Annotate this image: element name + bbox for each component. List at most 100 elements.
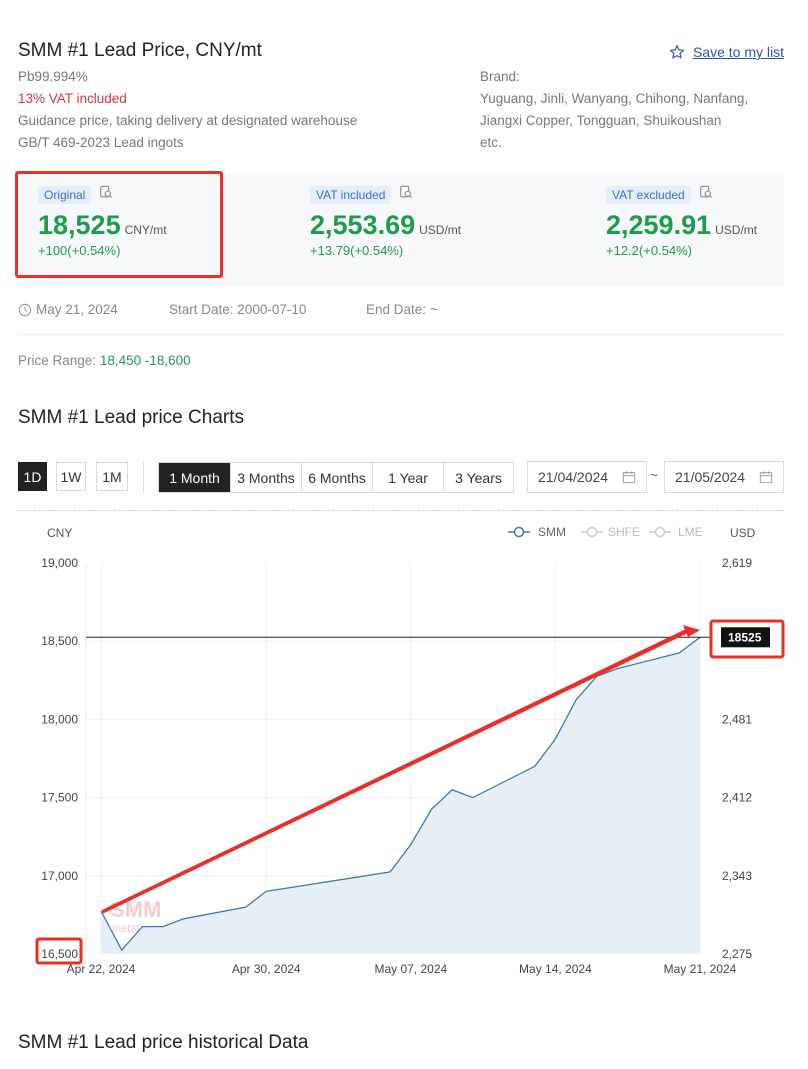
date-range-separator: ~ [650,467,659,483]
page-title: SMM #1 Lead Price, CNY/mt [18,40,262,61]
y-right-tick-label: 2,412 [722,791,752,805]
date-to-value: 21/05/2024 [675,469,746,485]
y-left-tick-label: 19,000 [41,556,78,570]
end-date: End Date: ~ [366,302,438,317]
price-range-label: Price Range: [18,353,97,368]
copy-icon[interactable] [699,185,713,204]
y-left-axis-label: CNY [47,526,72,540]
price-number: 2,553.69 [310,210,416,240]
price-unit: USD/mt [715,223,758,237]
y-right-axis-label: USD [730,526,756,540]
vat-note: 13% VAT included [18,91,127,106]
start-date: Start Date: 2000-07-10 [169,302,306,317]
clock-icon [18,303,32,316]
price-value-vat-excluded: 2,259.91 USD/mt [606,210,757,241]
charts-heading: SMM #1 Lead price Charts [18,407,244,428]
price-tag-original: Original [38,185,92,204]
purity-text: Pb99.994% [18,69,88,84]
end-date-value: ~ [429,302,438,317]
calendar-icon [622,471,636,484]
interval-1w-button[interactable]: 1W [56,462,86,491]
y-right-tick-label: 2,343 [722,869,752,883]
calendar-icon [759,471,773,484]
save-to-list-button[interactable]: Save to my list [669,44,784,60]
watermark-logo: SMM [110,897,161,922]
price-unit: USD/mt [419,223,462,237]
price-value-original: 18,525 CNY/mt [38,210,167,241]
x-tick-label: Apr 22, 2024 [67,962,136,976]
start-date-label: Start Date: [169,302,234,317]
y-left-tick-label: 18,000 [41,712,78,726]
highlight-box-y-min [35,937,83,965]
standard-text: GB/T 469-2023 Lead ingots [18,135,184,150]
price-change-original: +100(+0.54%) [38,243,121,258]
range-3-years-button[interactable]: 3 Years [443,463,513,492]
chart-legend: SMM SHFE LME [508,525,703,539]
price-change-vat-included: +13.79(+0.54%) [310,243,404,258]
y-left-tick-label: 18,500 [41,634,78,648]
star-icon [669,45,685,59]
series-area-smm [101,637,700,954]
brand-block: Brand: Yuguang, Jinli, Wanyang, Chihong,… [480,66,780,154]
save-to-list-label: Save to my list [692,44,784,60]
brand-label: Brand: [480,69,520,84]
price-date-value: May 21, 2024 [36,302,118,317]
price-number: 2,259.91 [606,210,712,240]
brand-list-line-2: Jiangxi Copper, Tongguan, Shuikoushan [480,113,722,128]
legend-label-shfe: SHFE [608,525,640,539]
start-date-value: 2000-07-10 [237,302,307,317]
y-left-ticks: 19,000 18,500 18,000 17,500 17,000 16,500 [41,556,78,961]
price-value-vat-included: 2,553.69 USD/mt [310,210,461,241]
interval-1m-button[interactable]: 1M [96,462,128,491]
price-change-vat-excluded: +12.2(+0.54%) [606,243,693,258]
guidance-text: Guidance price, taking delivery at desig… [18,113,358,128]
price-tag-vat-included: VAT included [310,185,392,204]
x-tick-label: Apr 30, 2024 [232,962,301,976]
y-right-tick-label: 2,619 [722,556,752,570]
crosshair-value: 18525 [728,630,762,644]
history-heading: SMM #1 Lead price historical Data [18,1032,309,1053]
y-left-tick-label: 17,000 [41,869,78,883]
crosshair-label: 18525 [721,627,770,648]
price-range: Price Range: 18,450 -18,600 [18,353,191,368]
legend-item-shfe[interactable]: SHFE [581,525,640,539]
end-date-label: End Date: [366,302,427,317]
legend-item-lme[interactable]: LME [649,525,703,539]
price-original: Original 18,525 CNY/mt +100(+0.54%) [38,185,167,258]
price-summary-panel: Original 18,525 CNY/mt +100(+0.54%) VAT i… [18,175,784,286]
price-vat-included: VAT included 2,553.69 USD/mt +13.79(+0.54… [310,185,461,258]
legend-label-smm: SMM [538,525,566,539]
price-range-value: 18,450 -18,600 [99,353,191,368]
controls-separator [143,462,144,493]
interval-1d-button[interactable]: 1D [18,462,47,491]
y-right-tick-label: 2,481 [722,712,752,726]
x-tick-label: May 07, 2024 [374,962,447,976]
copy-icon[interactable] [99,185,113,204]
x-tick-label: May 21, 2024 [664,962,737,976]
legend-item-smm[interactable]: SMM [508,525,566,539]
price-date: May 21, 2024 [18,302,118,317]
range-1-year-button[interactable]: 1 Year [372,463,443,492]
y-right-ticks: 2,619 2,481 2,412 2,343 2,275 [722,556,752,961]
brand-list-line-1: Yuguang, Jinli, Wanyang, Chihong, Nanfan… [480,91,749,106]
price-tag-vat-excluded: VAT excluded [606,185,691,204]
copy-icon[interactable] [399,185,413,204]
y-left-tick-label: 16,500 [41,947,78,961]
x-tick-label: May 14, 2024 [519,962,592,976]
annotation-arrow [102,625,700,914]
range-1-month-button[interactable]: 1 Month [159,463,230,492]
x-ticks: Apr 22, 2024 Apr 30, 2024 May 07, 2024 May … [67,962,737,976]
price-chart[interactable]: CNY USD SMM SHFE LME 19,000 18,500 18,000 1… [0,512,808,982]
range-6-months-button[interactable]: 6 Months [301,463,372,492]
date-from-value: 21/04/2024 [538,469,609,485]
date-from-input[interactable]: 21/04/2024 [527,461,647,493]
legend-label-lme: LME [678,525,703,539]
price-number: 18,525 [38,210,121,240]
brand-list-line-3: etc. [480,135,502,150]
range-3-months-button[interactable]: 3 Months [230,463,301,492]
range-selector: 1 Month 3 Months 6 Months 1 Year 3 Years [158,462,514,493]
y-right-tick-label: 2,275 [722,947,752,961]
highlight-box-latest-value [709,619,785,659]
highlight-box-original-price [15,171,223,278]
date-to-input[interactable]: 21/05/2024 [664,461,784,493]
